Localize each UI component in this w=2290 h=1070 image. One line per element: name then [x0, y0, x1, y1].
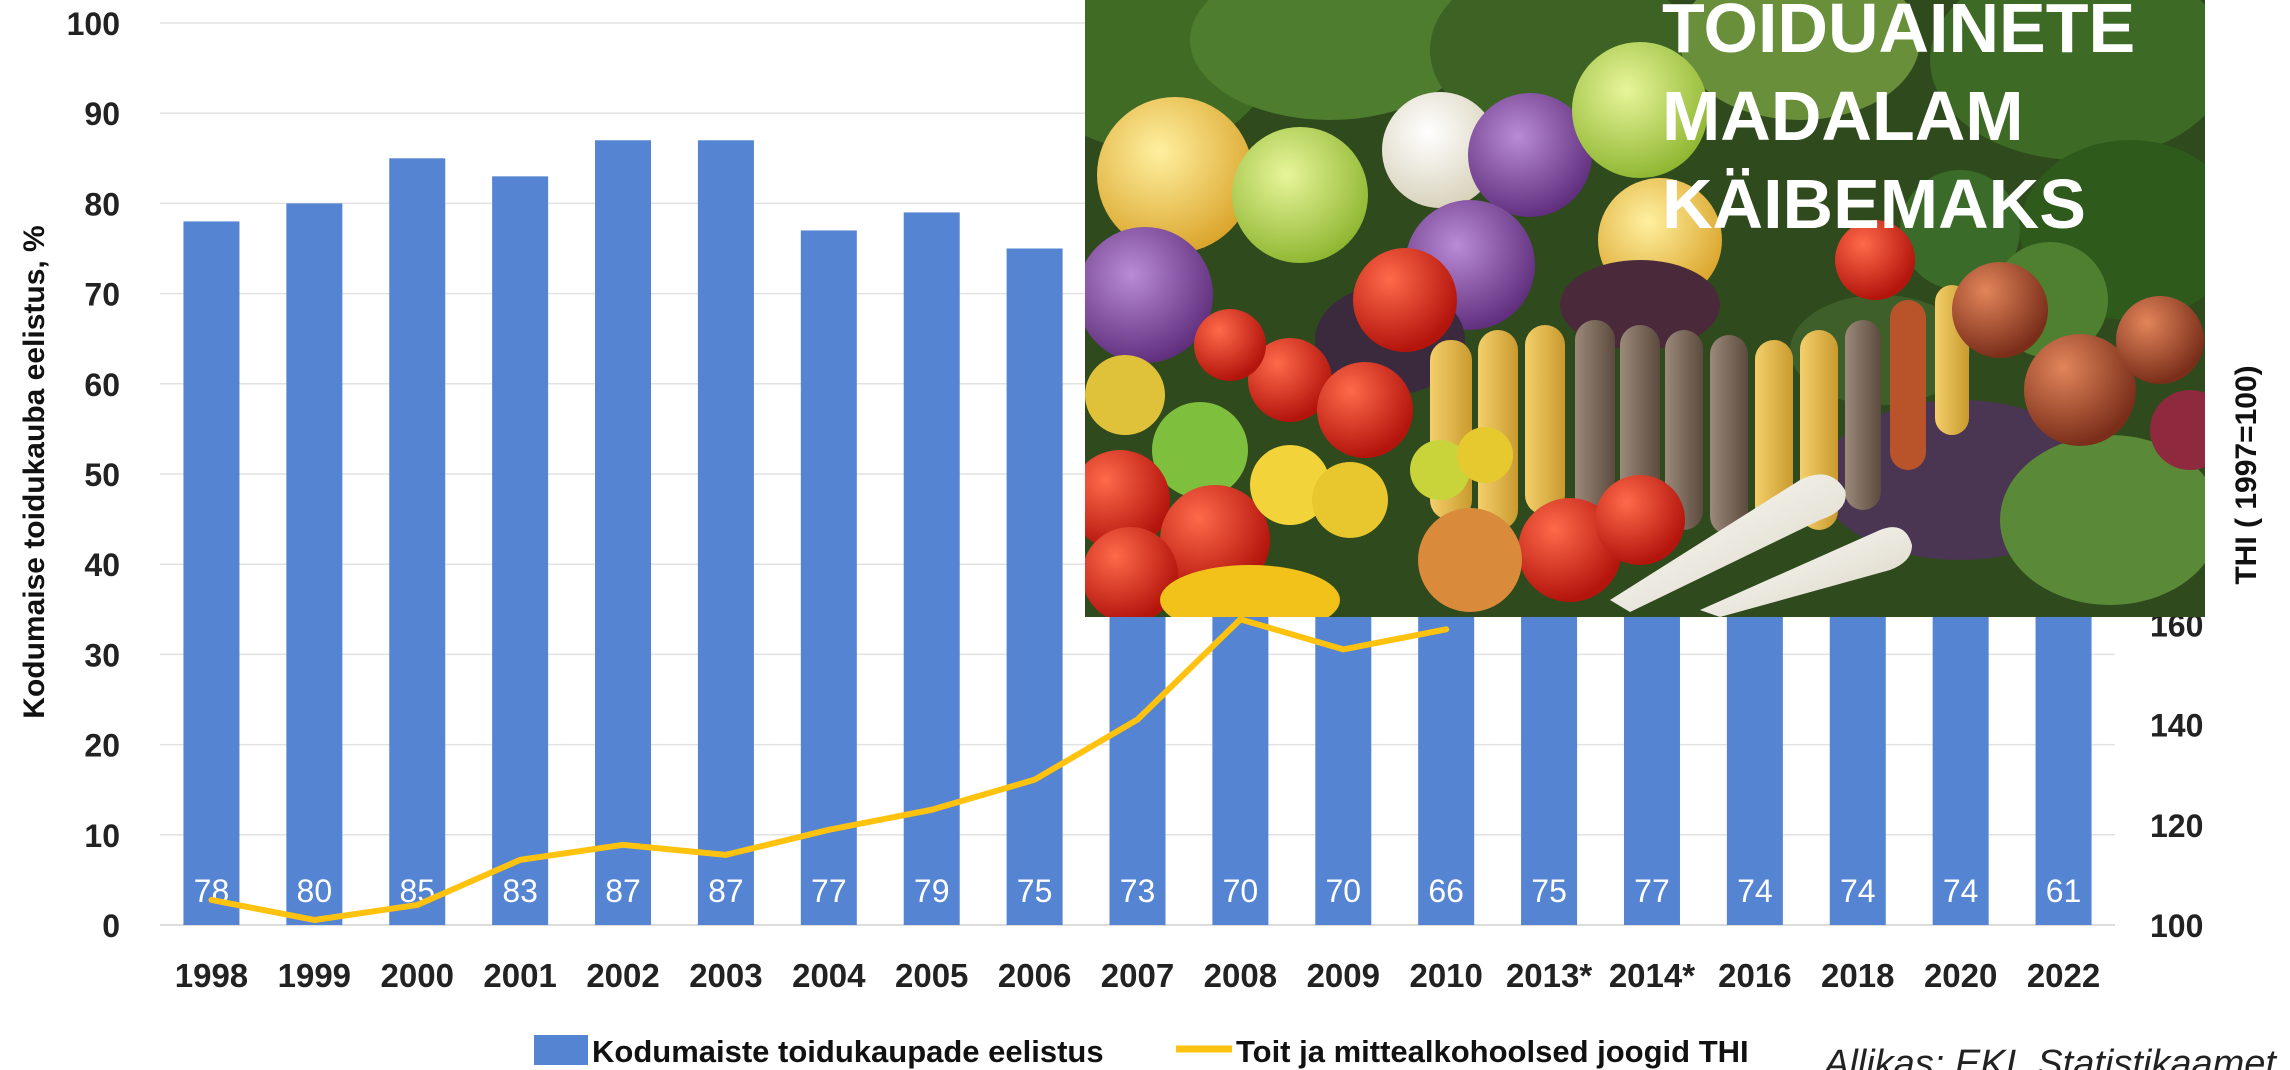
bar-value-label: 87: [605, 873, 641, 909]
thi-line-series: [208, 616, 1450, 923]
photo-title-line-1: TOIDUAINETE: [1662, 0, 2135, 67]
bar-value-label: 75: [1017, 873, 1053, 909]
bar-value-label: 70: [1325, 873, 1361, 909]
thi-line: [208, 616, 1450, 923]
bar-value-label: 75: [1531, 873, 1567, 909]
bar-value-label: 83: [502, 873, 538, 909]
left-tick-label: 0: [102, 908, 120, 944]
bar-value-label: 74: [1840, 873, 1876, 909]
left-tick-label: 60: [84, 367, 120, 403]
left-tick-label: 30: [84, 637, 120, 673]
bar: [389, 158, 446, 926]
category-label: 2008: [1204, 957, 1277, 994]
bar-value-label: 61: [2046, 873, 2082, 909]
legend-line-label: Toit ja mittealkohoolsed joogid THI: [1236, 1034, 1749, 1069]
legend-bar-swatch: [534, 1035, 588, 1065]
category-label: 2014*: [1609, 957, 1695, 994]
category-label: 2003: [689, 957, 762, 994]
left-tick-label: 20: [84, 728, 120, 764]
category-label: 2022: [2027, 957, 2100, 994]
bar: [183, 221, 240, 925]
photo-title-line-2: MADALAM: [1662, 77, 2024, 155]
left-axis-title: Kodumaise toidukauba eelistus, %: [18, 225, 51, 718]
category-label: 2005: [895, 957, 968, 994]
left-tick-label: 90: [84, 96, 120, 132]
category-labels: 1998 1999 2000 2001 2002 2003 2004 2005 2006 2007…: [175, 957, 2101, 994]
left-tick-label: 40: [84, 547, 120, 583]
category-label: 2018: [1821, 957, 1894, 994]
category-label: 2001: [483, 957, 556, 994]
category-label: 1999: [278, 957, 351, 994]
bar: [595, 140, 652, 925]
bar-value-label: 79: [914, 873, 950, 909]
category-label: 2004: [792, 957, 866, 994]
bar-value-label: 80: [297, 873, 333, 909]
bar-value-label: 74: [1737, 873, 1773, 909]
right-axis-title: THI ( 1997=100): [2230, 365, 2263, 584]
bar: [800, 230, 857, 925]
category-label: 2010: [1409, 957, 1482, 994]
right-tick-label: 140: [2150, 708, 2203, 744]
photo-title-line-3: KÄIBEMAKS: [1662, 165, 2086, 243]
bar: [1006, 248, 1063, 925]
legend: Kodumaiste toidukaupade eelistus Toit ja…: [534, 1034, 1749, 1069]
left-tick-label: 100: [67, 6, 120, 42]
left-tick-label: 70: [84, 277, 120, 313]
right-tick-label: 120: [2150, 808, 2203, 844]
category-label: 2000: [381, 957, 454, 994]
category-label: 2020: [1924, 957, 1997, 994]
category-label: 2009: [1307, 957, 1380, 994]
legend-bar-label: Kodumaiste toidukaupade eelistus: [592, 1034, 1104, 1069]
bar: [286, 203, 343, 925]
bar-value-label: 87: [708, 873, 744, 909]
category-label: 2006: [998, 957, 1071, 994]
category-label: 2002: [586, 957, 659, 994]
category-label: 1998: [175, 957, 248, 994]
bar-value-label: 77: [1634, 873, 1670, 909]
left-axis-ticks: 0 10 20 30 40 50 60 70 80 90 100: [67, 6, 120, 944]
bar: [903, 212, 960, 926]
bar-value-labels: 78 80 85 83 87 87 77 79 75 73 70 70 66 75 77 74 74 74 61: [194, 873, 2082, 909]
left-tick-label: 10: [84, 818, 120, 854]
left-tick-label: 80: [84, 186, 120, 222]
bar-value-label: 74: [1943, 873, 1979, 909]
left-tick-label: 50: [84, 457, 120, 493]
source-note: Allikas: EKI, Statistikaamet: [1822, 1043, 2277, 1070]
bar-value-label: 73: [1120, 873, 1156, 909]
bar-value-label: 66: [1428, 873, 1464, 909]
bar: [697, 140, 754, 925]
category-label: 2013*: [1506, 957, 1592, 994]
bar-value-label: 77: [811, 873, 847, 909]
vegetables-photo: TOIDUAINETE MADALAM KÄIBEMAKS: [1085, 0, 2205, 617]
category-label: 2016: [1718, 957, 1791, 994]
bar: [492, 176, 549, 926]
category-label: 2007: [1101, 957, 1174, 994]
bar-value-label: 70: [1223, 873, 1259, 909]
right-tick-label: 100: [2150, 908, 2203, 944]
